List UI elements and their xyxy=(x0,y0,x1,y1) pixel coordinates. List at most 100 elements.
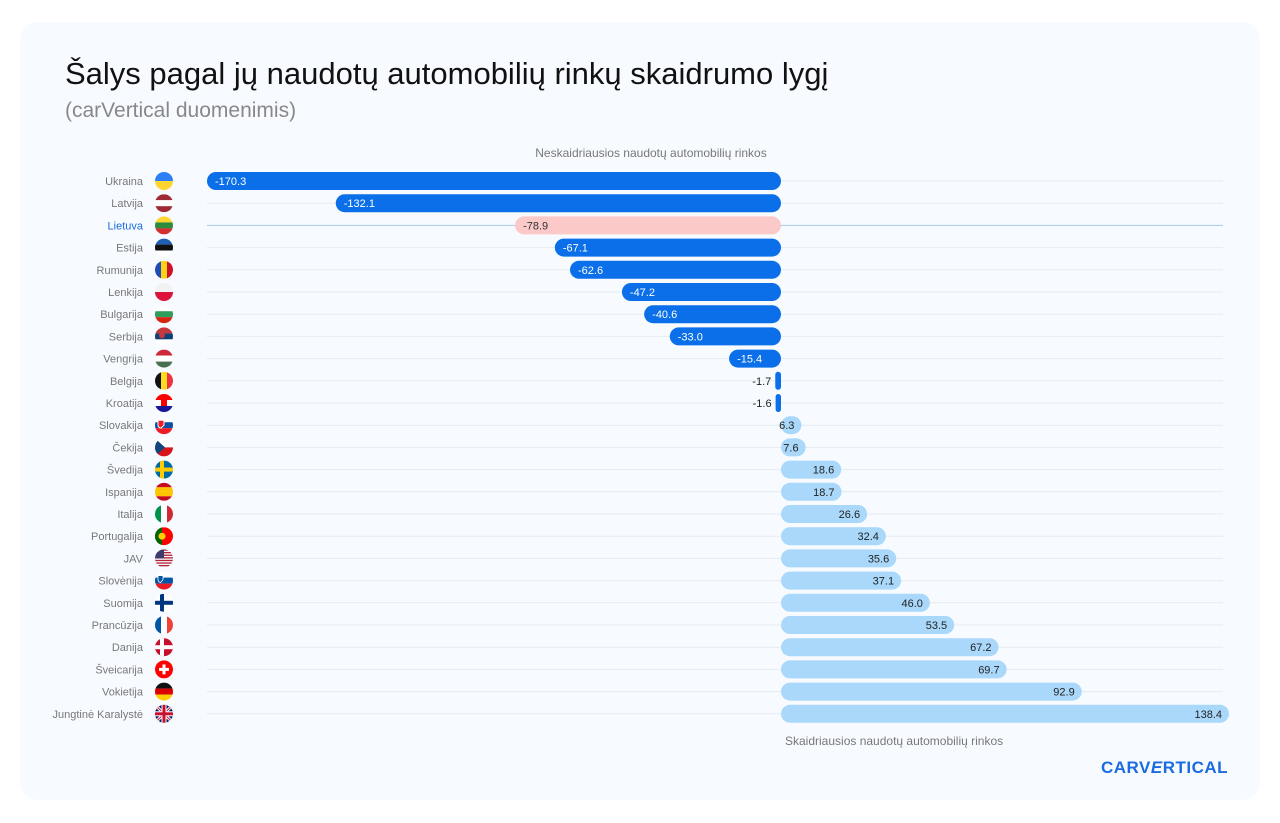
bar xyxy=(781,505,868,523)
category-label: Slovėnija xyxy=(98,576,144,588)
flag-icon-ro xyxy=(155,260,173,279)
bar xyxy=(669,327,781,346)
category-label: Jungtinė Karalystė xyxy=(53,709,144,721)
flag-icon-it xyxy=(155,505,173,523)
bar xyxy=(570,260,781,279)
flag-icon-bg xyxy=(155,305,173,324)
bar xyxy=(781,704,1229,723)
bar xyxy=(781,571,902,590)
flag-icon-hu xyxy=(155,349,173,368)
data-label: -78.9 xyxy=(523,220,548,232)
data-label: -1.6 xyxy=(753,398,772,410)
category-label: Kroatija xyxy=(106,398,144,410)
data-label: 46.0 xyxy=(901,598,922,610)
bar xyxy=(621,283,781,301)
flag-icon-es xyxy=(155,482,173,501)
data-label: 35.6 xyxy=(868,553,889,565)
category-label: Danija xyxy=(112,642,144,654)
data-label: -170.3 xyxy=(215,176,246,188)
category-label: Italija xyxy=(117,509,144,521)
flag-icon-us xyxy=(155,549,173,567)
flag-icon-lt xyxy=(155,216,173,235)
flag-icon-pl xyxy=(155,283,173,301)
category-label: Lietuva xyxy=(108,220,144,232)
category-label: Vengrija xyxy=(103,354,144,366)
data-label: 138.4 xyxy=(1194,709,1222,721)
flag-icon-hr xyxy=(155,394,173,412)
bar xyxy=(781,660,1007,679)
bar xyxy=(335,194,781,213)
category-label: Rumunija xyxy=(97,265,144,277)
bar xyxy=(781,616,955,634)
bar xyxy=(781,682,1082,701)
bar xyxy=(515,216,781,235)
category-label: Latvija xyxy=(111,198,144,210)
category-label: Portugalija xyxy=(91,531,144,543)
category-label: Bulgarija xyxy=(100,309,144,321)
category-label: Ukraina xyxy=(105,176,144,188)
category-label: Lenkija xyxy=(108,287,144,299)
bar xyxy=(775,394,781,412)
category-label: Belgija xyxy=(110,376,144,388)
category-label: Ispanija xyxy=(105,487,144,499)
data-label: 37.1 xyxy=(873,576,894,588)
flag-icon-de xyxy=(155,682,173,701)
bar xyxy=(781,638,999,657)
flag-icon-be xyxy=(155,371,173,390)
chart-title: Šalys pagal jų naudotų automobilių rinkų… xyxy=(65,56,829,91)
data-label: 69.7 xyxy=(978,664,999,676)
flag-icon-ua xyxy=(155,172,173,190)
category-label: Vokietija xyxy=(102,687,144,699)
data-label: 53.5 xyxy=(926,620,947,632)
chart-subtitle: (carVertical duomenimis) xyxy=(65,99,297,122)
data-label: -33.0 xyxy=(678,331,703,343)
flag-icon-ee xyxy=(155,238,173,257)
data-label: -47.2 xyxy=(630,287,655,299)
category-label: JAV xyxy=(124,553,144,565)
category-label: Estija xyxy=(116,243,144,255)
flag-icon-pt xyxy=(155,527,173,546)
data-label: -1.7 xyxy=(752,376,771,388)
flag-icon-gb xyxy=(155,704,173,723)
data-label: -40.6 xyxy=(652,309,677,321)
data-label: -67.1 xyxy=(563,243,588,255)
bar xyxy=(729,349,781,368)
flag-icon-se xyxy=(155,460,173,479)
bar xyxy=(781,460,842,479)
data-label: 92.9 xyxy=(1053,687,1074,699)
flag-icon-sk xyxy=(155,416,173,435)
bar xyxy=(554,238,781,257)
bar xyxy=(644,305,781,324)
flag-icon-cz xyxy=(155,438,173,457)
bar xyxy=(781,549,897,568)
category-label: Slovakija xyxy=(99,420,144,432)
bar xyxy=(781,482,842,501)
bar xyxy=(781,527,886,546)
category-label: Čekija xyxy=(112,441,143,454)
data-label: -132.1 xyxy=(344,198,375,210)
flag-icon-fi xyxy=(155,593,173,612)
data-label: 26.6 xyxy=(839,509,860,521)
category-label: Švedija xyxy=(107,464,144,477)
flag-icon-fr xyxy=(155,616,173,634)
data-label: -62.6 xyxy=(578,265,603,277)
flag-icon-lv xyxy=(155,194,173,213)
data-label: 7.6 xyxy=(783,442,798,454)
flag-icon-ch xyxy=(155,660,173,679)
flag-icon-si xyxy=(155,571,173,590)
data-label: 18.6 xyxy=(813,465,834,477)
data-label: -15.4 xyxy=(737,354,762,366)
data-label: 67.2 xyxy=(970,642,991,654)
bottom-annotation: Skaidriausios naudotų automobilių rinkos xyxy=(785,734,1003,748)
bar xyxy=(775,371,781,390)
carvertical-logo: CARVERTICAL xyxy=(1101,758,1229,777)
bar xyxy=(781,593,930,612)
flag-icon-rs xyxy=(155,327,173,346)
bar xyxy=(781,438,806,457)
category-label: Prancūzija xyxy=(92,620,144,632)
data-label: 18.7 xyxy=(813,487,834,499)
category-label: Suomija xyxy=(103,598,144,610)
top-annotation: Neskaidriausios naudotų automobilių rink… xyxy=(535,146,766,160)
category-label: Šveicarija xyxy=(95,663,144,676)
